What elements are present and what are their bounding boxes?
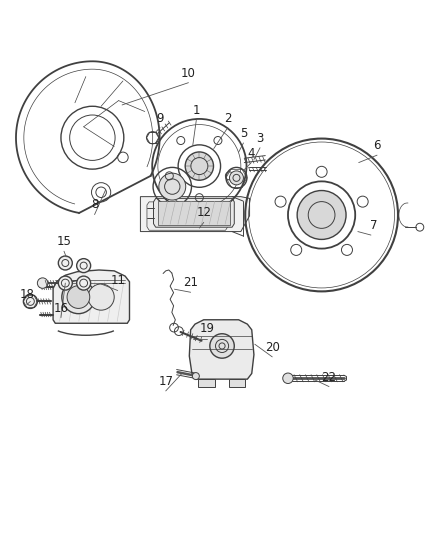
Text: 20: 20 — [265, 341, 280, 354]
Polygon shape — [153, 198, 234, 227]
Text: 21: 21 — [183, 276, 198, 289]
Text: 3: 3 — [256, 132, 264, 145]
Circle shape — [58, 256, 72, 270]
Circle shape — [283, 373, 293, 384]
Text: 9: 9 — [156, 111, 164, 125]
Circle shape — [185, 152, 213, 180]
Text: 1: 1 — [193, 104, 200, 117]
Text: 7: 7 — [370, 220, 378, 232]
Circle shape — [77, 276, 91, 290]
Polygon shape — [147, 202, 228, 230]
Text: 6: 6 — [373, 139, 381, 152]
Polygon shape — [53, 270, 130, 323]
Text: 17: 17 — [158, 375, 173, 388]
Polygon shape — [189, 320, 254, 379]
Circle shape — [58, 276, 72, 290]
Circle shape — [37, 278, 48, 288]
Circle shape — [159, 173, 186, 200]
Text: 11: 11 — [110, 274, 125, 287]
Text: 22: 22 — [321, 370, 336, 384]
Circle shape — [23, 294, 37, 309]
Circle shape — [77, 259, 91, 272]
Text: 19: 19 — [199, 322, 214, 335]
Text: 16: 16 — [53, 302, 68, 314]
Polygon shape — [229, 379, 245, 386]
Circle shape — [88, 284, 114, 310]
Polygon shape — [158, 201, 230, 224]
Circle shape — [67, 286, 90, 309]
Text: 5: 5 — [240, 127, 247, 140]
Text: 4: 4 — [247, 147, 255, 159]
Text: 10: 10 — [181, 67, 196, 79]
Text: 12: 12 — [196, 206, 211, 220]
Text: 8: 8 — [91, 198, 98, 212]
Circle shape — [192, 373, 199, 379]
Text: 15: 15 — [57, 235, 71, 248]
Polygon shape — [141, 197, 250, 231]
Circle shape — [62, 280, 95, 313]
Polygon shape — [198, 379, 215, 386]
Circle shape — [210, 334, 234, 358]
Circle shape — [230, 171, 244, 185]
Circle shape — [297, 190, 346, 239]
Text: 18: 18 — [19, 288, 34, 302]
Text: 2: 2 — [224, 111, 231, 125]
